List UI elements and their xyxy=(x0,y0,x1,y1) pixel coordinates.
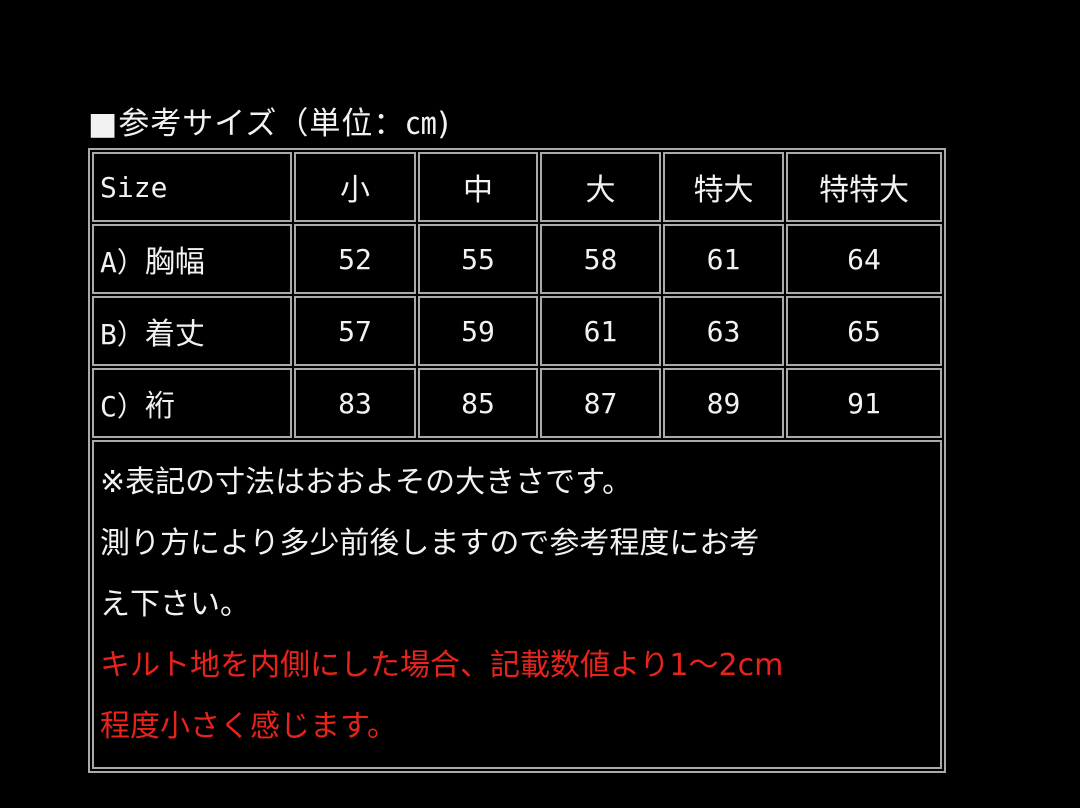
header-large: 大 xyxy=(540,152,661,222)
cell: 91 xyxy=(786,368,942,438)
note-line: 測り方により多少前後しますので参考程度にお考 xyxy=(100,526,760,561)
row-prefix: A） xyxy=(100,246,145,279)
cell: 61 xyxy=(540,296,661,366)
cell: 85 xyxy=(418,368,538,438)
page-title: ■参考サイズ（単位：㎝) xyxy=(88,106,451,142)
cell: 61 xyxy=(663,224,784,294)
row-prefix: C） xyxy=(100,390,145,423)
cell: 83 xyxy=(294,368,416,438)
cell: 59 xyxy=(418,296,538,366)
table-row: C）裄 83 85 87 89 91 xyxy=(92,368,942,438)
note-line: え下さい。 xyxy=(100,587,250,622)
row-name: 着丈 xyxy=(144,317,205,352)
row-prefix: B） xyxy=(100,318,145,351)
size-table: Size 小 中 大 特大 特特大 A）胸幅 52 55 58 61 64 B）… xyxy=(88,148,946,773)
cell: 52 xyxy=(294,224,416,294)
table-row: A）胸幅 52 55 58 61 64 xyxy=(92,224,942,294)
warning-line: キルト地を内側にした場合、記載数値より1〜2cm xyxy=(100,648,784,683)
header-size: Size xyxy=(92,152,292,222)
cell: 63 xyxy=(663,296,784,366)
row-name: 胸幅 xyxy=(144,245,205,280)
table-row: B）着丈 57 59 61 63 65 xyxy=(92,296,942,366)
cell: 57 xyxy=(294,296,416,366)
header-xl: 特大 xyxy=(663,152,784,222)
cell: 89 xyxy=(663,368,784,438)
header-medium: 中 xyxy=(418,152,538,222)
cell: 64 xyxy=(786,224,942,294)
header-xxl: 特特大 xyxy=(786,152,942,222)
note-line: ※表記の寸法はおおよその大きさです。 xyxy=(100,465,633,500)
notes-row: ※表記の寸法はおおよその大きさです。 測り方により多少前後しますので参考程度にお… xyxy=(92,440,942,769)
notes-cell: ※表記の寸法はおおよその大きさです。 測り方により多少前後しますので参考程度にお… xyxy=(92,440,942,769)
row-label: C）裄 xyxy=(92,368,292,438)
warning-line: 程度小さく感じます。 xyxy=(100,709,397,744)
row-label: A）胸幅 xyxy=(92,224,292,294)
row-name: 裄 xyxy=(144,389,175,424)
cell: 65 xyxy=(786,296,942,366)
header-small: 小 xyxy=(294,152,416,222)
row-label: B）着丈 xyxy=(92,296,292,366)
cell: 55 xyxy=(418,224,538,294)
cell: 58 xyxy=(540,224,661,294)
cell: 87 xyxy=(540,368,661,438)
table-header-row: Size 小 中 大 特大 特特大 xyxy=(92,152,942,222)
